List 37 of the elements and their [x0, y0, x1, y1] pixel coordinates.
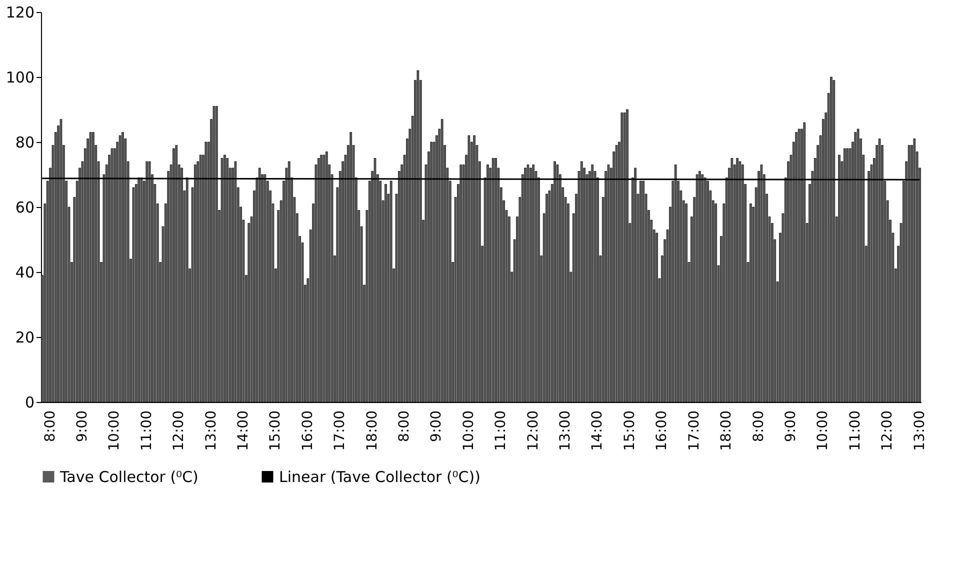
y-tick-label: 80: [15, 134, 34, 152]
x-tick-label: 11:00: [847, 410, 864, 451]
y-tick-label: 60: [15, 198, 34, 216]
x-tick-label: 8:00: [396, 410, 413, 442]
x-tick-label: 13:00: [912, 410, 928, 451]
y-tick-label: 20: [15, 328, 34, 346]
y-tick-label: 0: [24, 394, 34, 412]
x-tick-label: 9:00: [428, 410, 445, 442]
x-tick-label: 15:00: [268, 410, 284, 451]
x-tick-label: 10:00: [106, 410, 123, 451]
legend-label: Linear (Tave Collector (⁰C)): [279, 468, 480, 486]
x-tick-label: 11:00: [493, 410, 510, 451]
y-tick-label: 40: [15, 264, 34, 282]
x-tick-label: 13:00: [203, 410, 220, 451]
x-tick-label: 12:00: [171, 410, 188, 451]
x-tick-label: 18:00: [718, 410, 735, 451]
x-tick-label: 8:00: [42, 410, 58, 442]
x-tick-label: 17:00: [686, 410, 702, 451]
x-tick-label: 12:00: [880, 410, 896, 451]
x-tick-label: 9:00: [782, 410, 799, 442]
x-tick-label: 18:00: [364, 410, 380, 451]
x-tick-label: 12:00: [525, 410, 542, 451]
x-tick-label: 11:00: [138, 410, 155, 451]
y-tick-label: 100: [6, 68, 34, 86]
x-tick-label: 16:00: [654, 410, 670, 451]
x-tick-label: 10:00: [815, 410, 832, 451]
x-tick-label: 15:00: [622, 410, 638, 451]
x-tick-label: 10:00: [460, 410, 477, 451]
x-tick-label: 14:00: [235, 410, 252, 451]
x-tick-label: 14:00: [590, 410, 606, 451]
x-tick-label: 9:00: [74, 410, 90, 442]
x-tick-label: 8:00: [750, 410, 767, 442]
y-tick-label: 120: [6, 4, 34, 22]
x-tick-label: 13:00: [558, 410, 574, 451]
x-tick-label: 16:00: [300, 410, 316, 451]
x-tick-label: 17:00: [332, 410, 348, 451]
legend-label: Tave Collector (⁰C): [59, 468, 198, 486]
